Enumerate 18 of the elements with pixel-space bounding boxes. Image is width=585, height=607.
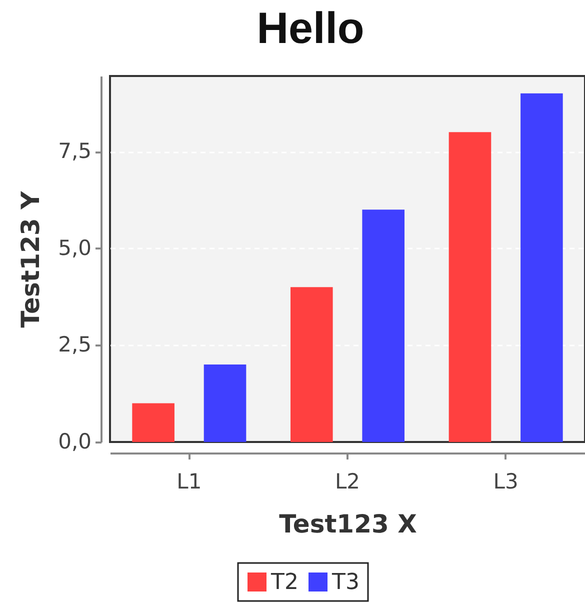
x-tick-label: L1 <box>176 470 202 494</box>
y-axis-title: Test123 Y <box>16 190 46 328</box>
y-tick-label: 2,5 <box>58 332 92 357</box>
x-axis-title: Test123 X <box>279 510 417 538</box>
x-tick-label: L3 <box>493 470 518 494</box>
bar <box>132 403 174 442</box>
chart-title: Hello <box>256 4 364 53</box>
legend-label: T2 <box>270 570 298 595</box>
bar <box>362 210 404 442</box>
y-tick-label: 5,0 <box>58 236 92 260</box>
bar <box>290 287 333 442</box>
legend-label: T3 <box>331 570 360 595</box>
bar <box>448 132 492 442</box>
bar <box>520 93 563 442</box>
bar <box>204 364 246 442</box>
y-tick-label: 7,5 <box>58 139 92 164</box>
x-tick-label: L2 <box>334 470 360 494</box>
y-tick-label: 0,0 <box>58 430 92 454</box>
